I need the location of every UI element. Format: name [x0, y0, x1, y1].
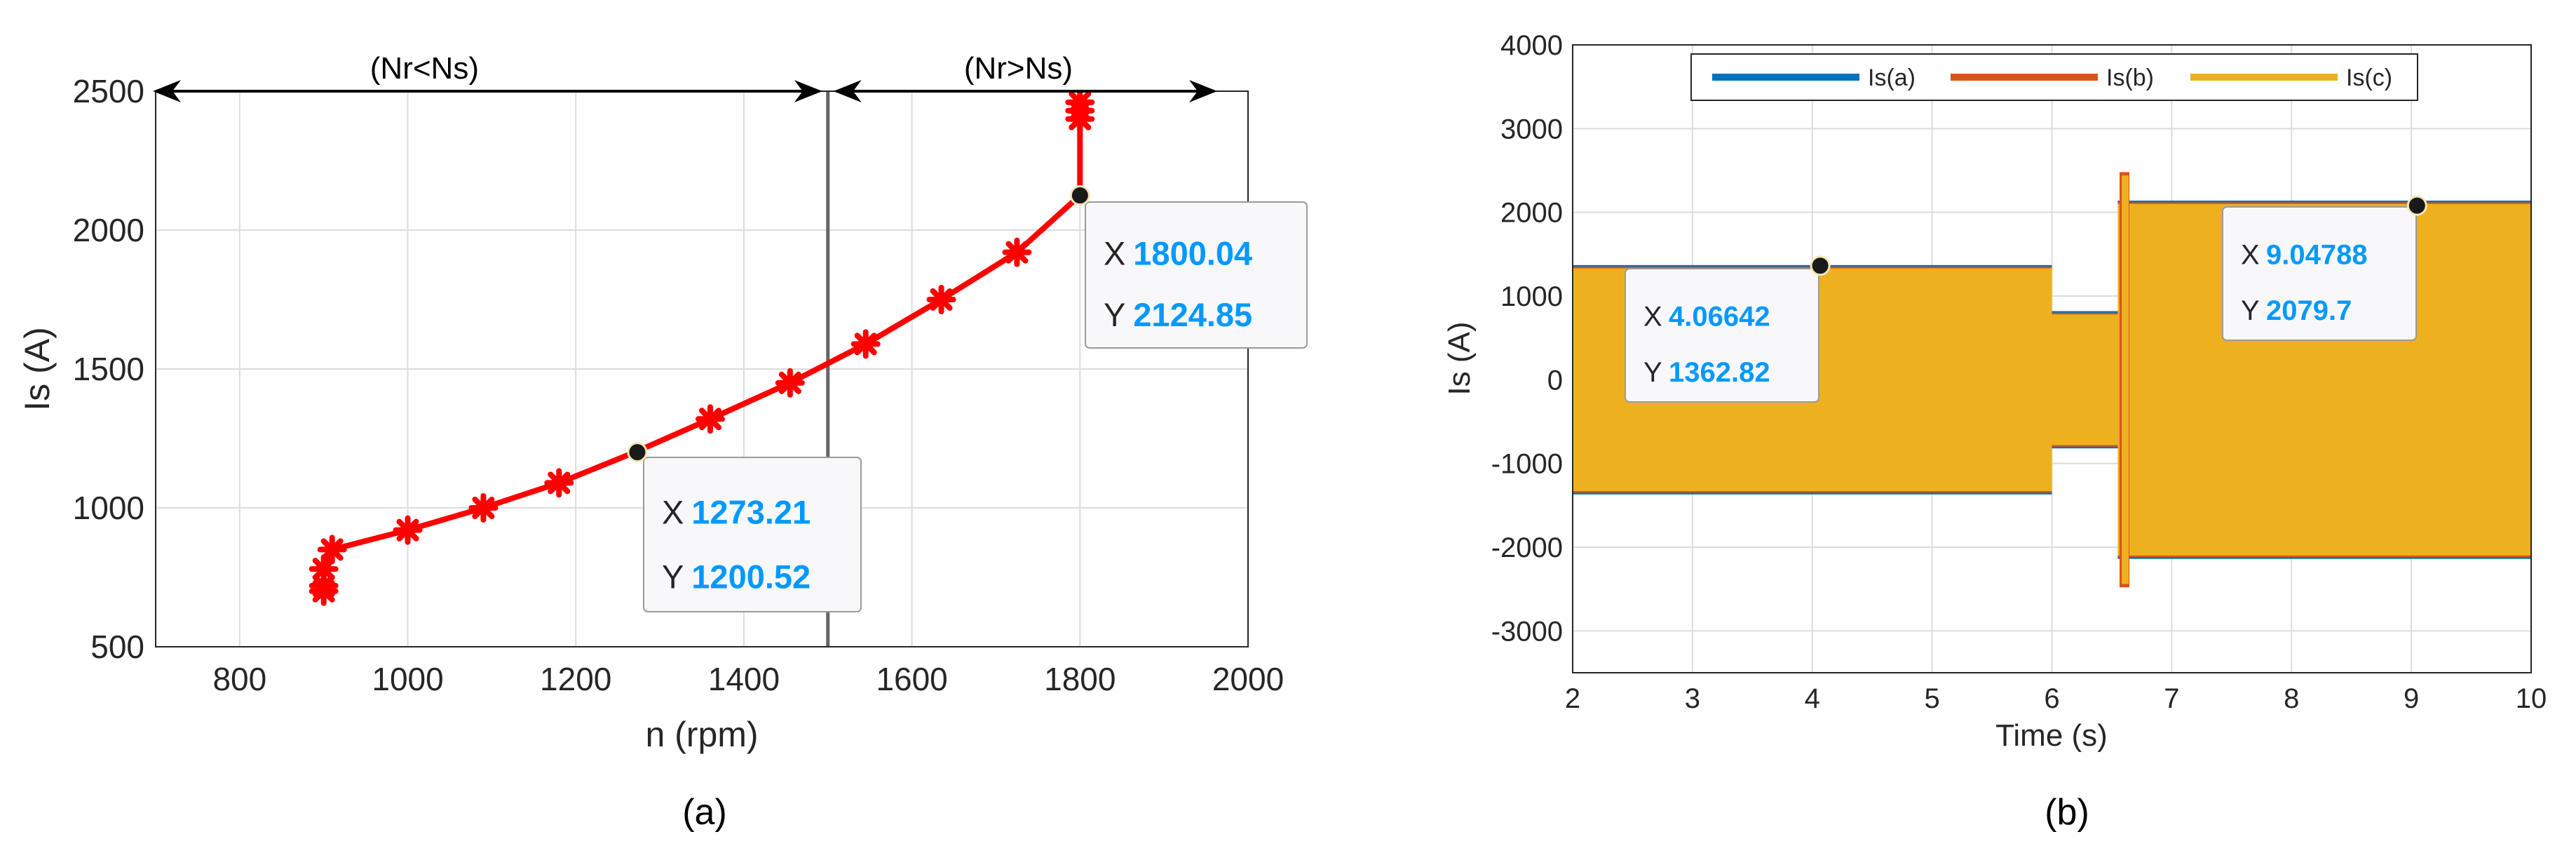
data-point: [468, 493, 499, 523]
data-point-stroke: [312, 574, 335, 597]
datatip-x-value: 9.04788: [2266, 239, 2368, 270]
datatip-y-value: 1362.82: [1669, 357, 1770, 388]
x-tick-label: 6: [2044, 683, 2059, 714]
datatip-y-label: Y: [1643, 357, 1662, 388]
datatip-x-value: 1800.04: [1133, 235, 1252, 272]
data-point-stroke: [930, 288, 953, 311]
datatip-x-label: X: [2241, 239, 2260, 270]
y-tick-label: 2500: [73, 73, 144, 109]
data-point: [775, 368, 805, 398]
x-tick-label: 10: [2516, 683, 2547, 714]
chart-b-tick-labels: 2 3 4 5 6 7 8 9 10 -3000 -2000 -1000 0 1000 2000 3000 40…: [1491, 30, 2547, 714]
x-tick-label: 2: [1565, 683, 1580, 714]
datatip-y-label: Y: [2241, 295, 2260, 326]
series-transient-c: [2122, 175, 2129, 584]
datatip-marker: [2406, 195, 2427, 216]
chart-a-xlabel: n (rpm): [645, 715, 758, 754]
legend-label: Is(c): [2346, 65, 2392, 91]
chart-a-ylabel: Is (A): [18, 327, 57, 410]
data-point: [317, 535, 347, 565]
datatip-y-value: 2124.85: [1133, 296, 1252, 333]
datatip-y-label: Y: [662, 558, 684, 596]
legend-label: Is(a): [1868, 65, 1916, 91]
x-tick-label: 7: [2164, 683, 2179, 714]
x-tick-label: 8: [2284, 683, 2299, 714]
datatip-y-value: 2079.7: [2266, 295, 2352, 326]
data-point-stroke: [1005, 241, 1029, 264]
datatip-box: [643, 457, 862, 612]
data-point-stroke: [320, 538, 344, 561]
data-point-stroke: [548, 471, 571, 495]
y-tick-label: -2000: [1491, 532, 1563, 563]
y-tick-label: 1000: [73, 490, 144, 526]
x-tick-label: 9: [2404, 683, 2419, 714]
x-tick-label: 1800: [1044, 661, 1116, 697]
x-tick-label: 2000: [1212, 661, 1284, 697]
data-point-stroke: [472, 496, 495, 520]
y-tick-label: 1000: [1500, 281, 1563, 312]
x-tick-label: 3: [1685, 683, 1700, 714]
data-point: [544, 468, 574, 498]
datatip-marker: [1069, 185, 1090, 206]
x-tick-label: 1600: [876, 661, 947, 697]
datatip-y-label: Y: [1104, 296, 1125, 333]
data-point: [1002, 237, 1032, 267]
chart-b: 2 3 4 5 6 7 8 9 10 -3000 -2000 -1000 0 1000 2000 3000 40…: [1442, 30, 2547, 833]
chart-a: 800 1000 1200 1400 1600 1800 2000 500 1000 1500 20…: [18, 51, 1308, 833]
data-point: [850, 329, 881, 359]
chart-a-tick-labels: 800 1000 1200 1400 1600 1800 2000 500 1000 1500 20…: [73, 73, 1284, 697]
datatip-marker: [627, 442, 648, 463]
data-point-stroke: [312, 558, 335, 581]
x-tick-label: 1000: [372, 661, 443, 697]
legend-label: Is(b): [2106, 65, 2154, 91]
y-tick-label: 2000: [1500, 198, 1563, 229]
y-tick-label: 3000: [1500, 114, 1563, 145]
y-tick-label: 4000: [1500, 30, 1563, 61]
data-point: [926, 285, 956, 314]
datatip-box: [2222, 206, 2417, 341]
data-point: [393, 515, 423, 545]
datatip-y-value: 1200.52: [691, 558, 811, 596]
y-tick-label: -1000: [1491, 449, 1563, 480]
chart-b-ylabel: Is (A): [1442, 321, 1477, 395]
caption-b: (b): [2045, 792, 2089, 833]
y-tick-label: 1500: [73, 351, 144, 387]
y-tick-label: 500: [90, 629, 144, 665]
chart-a-datatips: X 1273.21Y 1200.52X 1800.04Y 2124.85: [627, 185, 1308, 612]
chart-b-xlabel: Time (s): [1995, 718, 2108, 753]
x-tick-label: 5: [1925, 683, 1940, 714]
y-tick-label: -3000: [1491, 616, 1563, 647]
data-point-stroke: [778, 371, 801, 394]
range-label: (Nr>Ns): [964, 51, 1073, 86]
y-tick-label: 2000: [73, 212, 144, 248]
x-tick-label: 1400: [708, 661, 780, 697]
data-point: [1065, 91, 1095, 117]
x-tick-label: 800: [212, 661, 266, 697]
y-tick-label: 0: [1547, 365, 1563, 396]
data-point: [309, 554, 339, 584]
x-tick-label: 1200: [540, 661, 611, 697]
data-point-stroke: [854, 333, 877, 356]
series-envelope-c: [2052, 314, 2118, 445]
chart-b-axes-box: [1572, 44, 2532, 673]
datatip-marker: [1810, 255, 1831, 276]
datatip-x-label: X: [662, 493, 684, 530]
datatip-x-value: 1273.21: [691, 493, 811, 530]
data-point-stroke: [698, 408, 722, 431]
datatip-box: [1625, 268, 1819, 403]
datatip-x-label: X: [1104, 235, 1125, 272]
chart-b-legend: Is(a) Is(b) Is(c): [1690, 53, 2418, 101]
datatip-x-label: X: [1643, 301, 1662, 332]
data-point-stroke: [396, 518, 419, 542]
data-point: [695, 404, 725, 434]
caption-a: (a): [682, 792, 727, 833]
datatip-x-value: 4.06642: [1669, 301, 1770, 332]
x-tick-label: 4: [1805, 683, 1820, 714]
chart-a-annotations: (Nr<Ns) (Nr>Ns): [153, 51, 1218, 102]
range-label: (Nr<Ns): [370, 51, 479, 86]
datatip-box: [1085, 201, 1308, 349]
